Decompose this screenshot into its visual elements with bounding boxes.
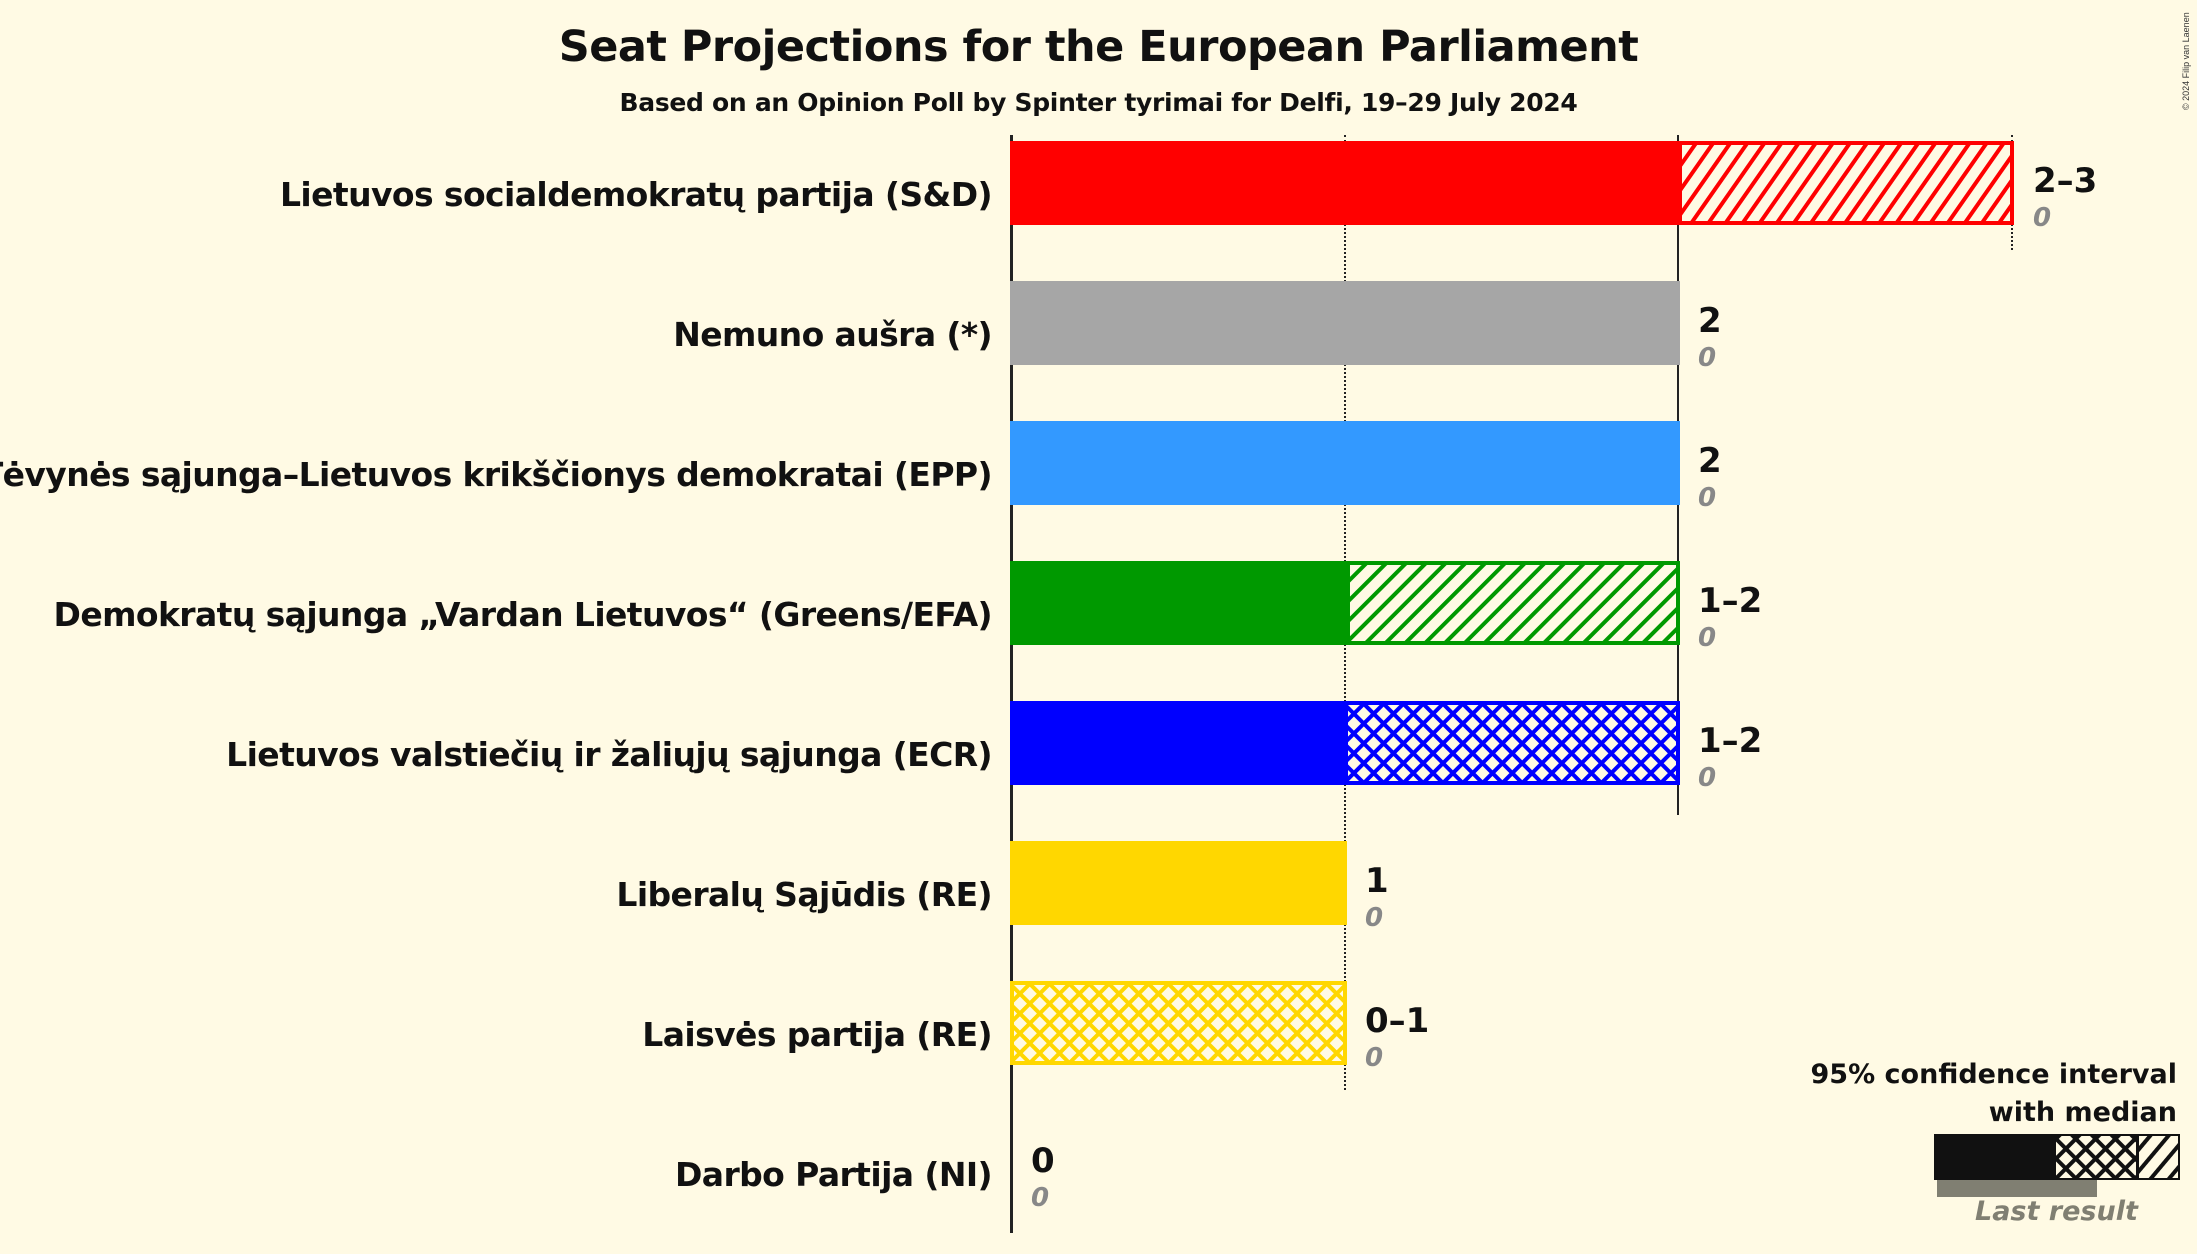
bar-ci-crosshatch bbox=[1010, 981, 1347, 1065]
seat-range: 1–2 bbox=[1698, 581, 1763, 621]
bar-ci-hatch bbox=[1346, 561, 1680, 645]
legend-line-2: with median bbox=[1988, 1097, 2177, 1128]
copyright-note: © 2024 Filip van Laenen bbox=[2181, 12, 2191, 110]
bar-laisves-partija bbox=[1010, 981, 1347, 1065]
bar-solid bbox=[1010, 141, 1678, 225]
party-label: Laisvės partija (RE) bbox=[642, 1015, 992, 1054]
seat-range: 2–3 bbox=[2033, 161, 2098, 201]
last-result: 0 bbox=[2033, 203, 2052, 233]
bar-epp bbox=[1010, 421, 1680, 505]
bar-ci-crosshatch bbox=[1344, 701, 1680, 785]
bar-ci-hatch bbox=[1678, 141, 2014, 225]
legend-line-1: 95% confidence interval bbox=[1810, 1059, 2177, 1090]
bar-nemuno-ausra bbox=[1010, 281, 1680, 365]
bar-ecr bbox=[1010, 701, 1680, 785]
party-label: Lietuvos valstiečių ir žaliųjų sąjunga (… bbox=[226, 735, 992, 774]
legend-last-result-label: Last result bbox=[1975, 1196, 2138, 1227]
last-result: 0 bbox=[1698, 763, 1717, 793]
last-result: 0 bbox=[1698, 483, 1717, 513]
seat-range: 0 bbox=[1031, 1141, 1055, 1181]
last-result: 0 bbox=[1031, 1183, 1050, 1213]
bar-sd bbox=[1010, 141, 2014, 225]
chart-subtitle: Based on an Opinion Poll by Spinter tyri… bbox=[619, 88, 1578, 117]
legend-last-result-swatch bbox=[1937, 1180, 2097, 1197]
seat-range: 1 bbox=[1365, 861, 1389, 901]
party-label: Nemuno aušra (*) bbox=[673, 315, 992, 354]
legend-ci-swatch bbox=[1934, 1134, 2180, 1180]
party-label: Darbo Partija (NI) bbox=[675, 1155, 993, 1194]
last-result: 0 bbox=[1698, 623, 1717, 653]
last-result: 0 bbox=[1365, 1043, 1384, 1073]
bar-liberalu-sajudis bbox=[1010, 841, 1347, 925]
last-result: 0 bbox=[1365, 903, 1384, 933]
seat-range: 2 bbox=[1698, 441, 1722, 481]
chart-title: Seat Projections for the European Parlia… bbox=[558, 22, 1639, 72]
seat-range: 0–1 bbox=[1365, 1001, 1430, 1041]
y-axis-line bbox=[1010, 135, 1013, 1233]
party-label: Liberalų Sąjūdis (RE) bbox=[616, 875, 992, 914]
seat-range: 2 bbox=[1698, 301, 1722, 341]
seat-range: 1–2 bbox=[1698, 721, 1763, 761]
party-label: Demokratų sąjunga „Vardan Lietuvos“ (Gre… bbox=[53, 595, 993, 634]
legend-pattern-icon bbox=[2056, 1136, 2178, 1178]
bar-greens-efa bbox=[1010, 561, 1680, 645]
last-result: 0 bbox=[1698, 343, 1717, 373]
bar-solid bbox=[1010, 701, 1346, 785]
party-label: Tėvynės sąjunga–Lietuvos krikščionys dem… bbox=[0, 455, 993, 494]
party-label: Lietuvos socialdemokratų partija (S&D) bbox=[280, 175, 993, 214]
legend-title: 95% confidence interval with median bbox=[1811, 1056, 2177, 1132]
bar-solid bbox=[1010, 561, 1346, 645]
